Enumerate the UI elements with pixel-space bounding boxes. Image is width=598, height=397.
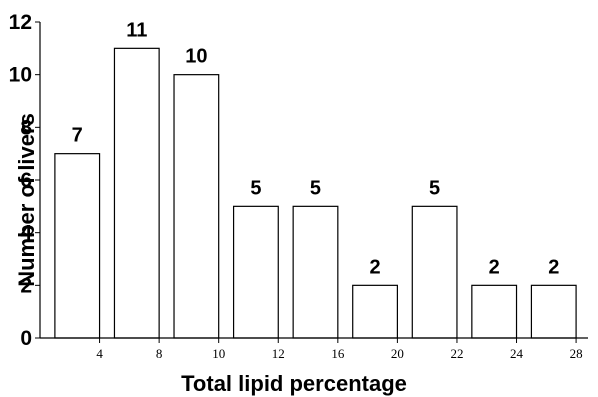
bar-1-value-label: 7	[72, 125, 83, 147]
bar-6	[352, 284, 398, 339]
x-tick-label-8: 28	[570, 346, 583, 361]
bar-3-value-label: 10	[185, 46, 207, 68]
bar-9-value-label: 2	[548, 256, 559, 278]
bar-7-value-label: 5	[429, 177, 440, 199]
y-tick-label-10: 10	[9, 64, 32, 87]
bar-3	[173, 74, 220, 339]
y-axis-title: Number of livers	[14, 113, 39, 287]
bar-8-value-label: 2	[489, 256, 500, 278]
bar-1	[54, 153, 101, 339]
bar-2	[113, 47, 160, 339]
x-tick-label-6: 22	[450, 346, 463, 361]
bar-4	[232, 205, 279, 339]
bar-9	[530, 284, 577, 339]
y-tick-label-0: 0	[20, 327, 32, 350]
x-tick-label-0: 4	[96, 346, 103, 361]
x-tick-label-7: 24	[510, 346, 524, 361]
y-tick-label-6: 6	[20, 169, 32, 192]
y-tick-label-12: 12	[9, 11, 32, 34]
x-axis-title: Total lipid percentage	[181, 371, 407, 396]
bar-5-value-label: 5	[310, 177, 321, 199]
bars-layer	[54, 47, 577, 339]
x-tick-label-2: 10	[212, 346, 225, 361]
data-labels-layer: 7 11 10 5 5 2 5 2 2	[72, 19, 560, 278]
bar-6-value-label: 2	[369, 256, 380, 278]
bar-5	[292, 205, 339, 339]
x-tick-label-3: 12	[272, 346, 285, 361]
y-tick-label-8: 8	[20, 116, 32, 139]
bar-8	[471, 284, 518, 339]
bar-2-value-label: 11	[126, 19, 147, 41]
x-tick-label-1: 8	[156, 346, 163, 361]
x-tick-label-5: 20	[391, 346, 404, 361]
y-tick-label-4: 4	[20, 222, 32, 245]
y-tick-label-2: 2	[20, 274, 32, 297]
x-tick-label-4: 16	[331, 346, 345, 361]
bar-7	[411, 205, 458, 339]
bar-4-value-label: 5	[250, 177, 261, 199]
